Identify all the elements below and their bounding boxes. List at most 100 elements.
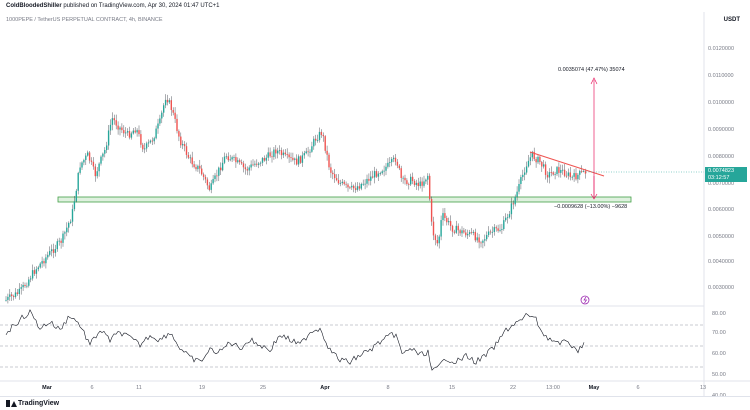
candle: [43, 261, 45, 264]
candle: [514, 196, 516, 205]
time-tick-label: 13:00: [546, 385, 560, 391]
candle: [442, 213, 444, 221]
candle: [491, 231, 494, 233]
candle: [237, 160, 239, 163]
candle: [248, 167, 250, 171]
price-tick-label: 0.0100000: [708, 100, 734, 106]
candle: [172, 110, 174, 113]
candle: [128, 131, 131, 138]
candle: [358, 186, 361, 189]
candle: [392, 157, 395, 160]
candle: [584, 171, 587, 174]
candle: [174, 112, 176, 119]
candle: [102, 153, 104, 157]
candle: [201, 168, 203, 175]
footer-bar: TradingView: [0, 396, 750, 410]
candle: [132, 130, 134, 134]
candle: [212, 179, 214, 184]
candle: [544, 164, 547, 175]
candle: [151, 140, 153, 142]
candle: [415, 182, 418, 185]
candle: [54, 249, 57, 253]
candle: [417, 182, 419, 187]
tradingview-logo[interactable]: TradingView: [6, 400, 59, 407]
candle: [383, 170, 385, 172]
candle: [125, 132, 127, 134]
candle: [153, 138, 155, 142]
candle: [37, 267, 39, 270]
candle: [389, 162, 391, 163]
candle: [75, 190, 77, 202]
candle: [189, 157, 191, 159]
candle: [427, 175, 429, 180]
price-tick-label: 0.0080000: [708, 154, 734, 160]
candle: [461, 230, 463, 234]
candle: [180, 136, 182, 146]
candle: [263, 158, 266, 161]
candle: [375, 171, 378, 177]
candle: [429, 175, 431, 199]
candle: [539, 156, 541, 162]
candle: [474, 231, 476, 241]
candle: [261, 158, 264, 163]
price-tick-label: 0.0110000: [708, 73, 734, 79]
candle: [524, 172, 526, 175]
candle: [58, 240, 60, 242]
candle: [49, 251, 51, 255]
last-price-value: 0.0074823: [708, 168, 734, 174]
candle: [506, 217, 509, 219]
candle: [349, 187, 351, 189]
up-measure-label[interactable]: 0.0035074 (47.47%) 35074: [558, 67, 625, 73]
candle: [73, 201, 76, 210]
candle: [315, 138, 317, 141]
down-measure-label[interactable]: −0.0009628 (−13.00%) −9628: [554, 204, 628, 210]
candle: [142, 144, 144, 150]
candle: [168, 100, 171, 103]
time-tick-label: 19: [198, 385, 206, 391]
candle: [183, 144, 186, 147]
candle: [493, 227, 495, 232]
candle: [516, 191, 518, 197]
candle: [508, 214, 511, 218]
candle: [322, 134, 324, 137]
candle: [208, 185, 210, 190]
candle: [62, 233, 64, 243]
candle: [286, 154, 288, 155]
candle: [252, 164, 254, 166]
candle: [16, 292, 19, 294]
candle: [85, 155, 87, 161]
candle: [157, 123, 159, 129]
candle: [11, 294, 13, 297]
time-tick-label: 25: [259, 385, 267, 391]
candle: [12, 296, 15, 297]
candle: [398, 165, 400, 169]
candle: [404, 177, 406, 181]
up-measure-arrowhead: [590, 77, 598, 85]
candle: [109, 124, 112, 131]
candle: [136, 130, 138, 133]
candle: [569, 172, 571, 178]
candle: [14, 292, 17, 297]
candle: [90, 160, 93, 162]
candle: [432, 221, 435, 236]
candle: [486, 235, 488, 240]
candle: [368, 178, 370, 181]
bar-countdown: 03:12:57: [708, 174, 730, 181]
candle: [558, 167, 560, 173]
candle: [579, 170, 581, 175]
candle: [406, 180, 408, 185]
candle: [83, 160, 85, 163]
candle: [104, 150, 106, 154]
candle: [41, 261, 43, 264]
candle: [155, 128, 157, 139]
support-zone: [57, 196, 632, 203]
candle: [425, 179, 427, 182]
candle: [123, 130, 125, 134]
candle: [149, 140, 152, 143]
rsi-tick-label: 80.00: [712, 311, 726, 317]
candle: [126, 131, 129, 133]
candle: [573, 173, 575, 177]
author-name[interactable]: ColdBloodedShiller: [6, 3, 62, 9]
candle: [119, 127, 121, 130]
